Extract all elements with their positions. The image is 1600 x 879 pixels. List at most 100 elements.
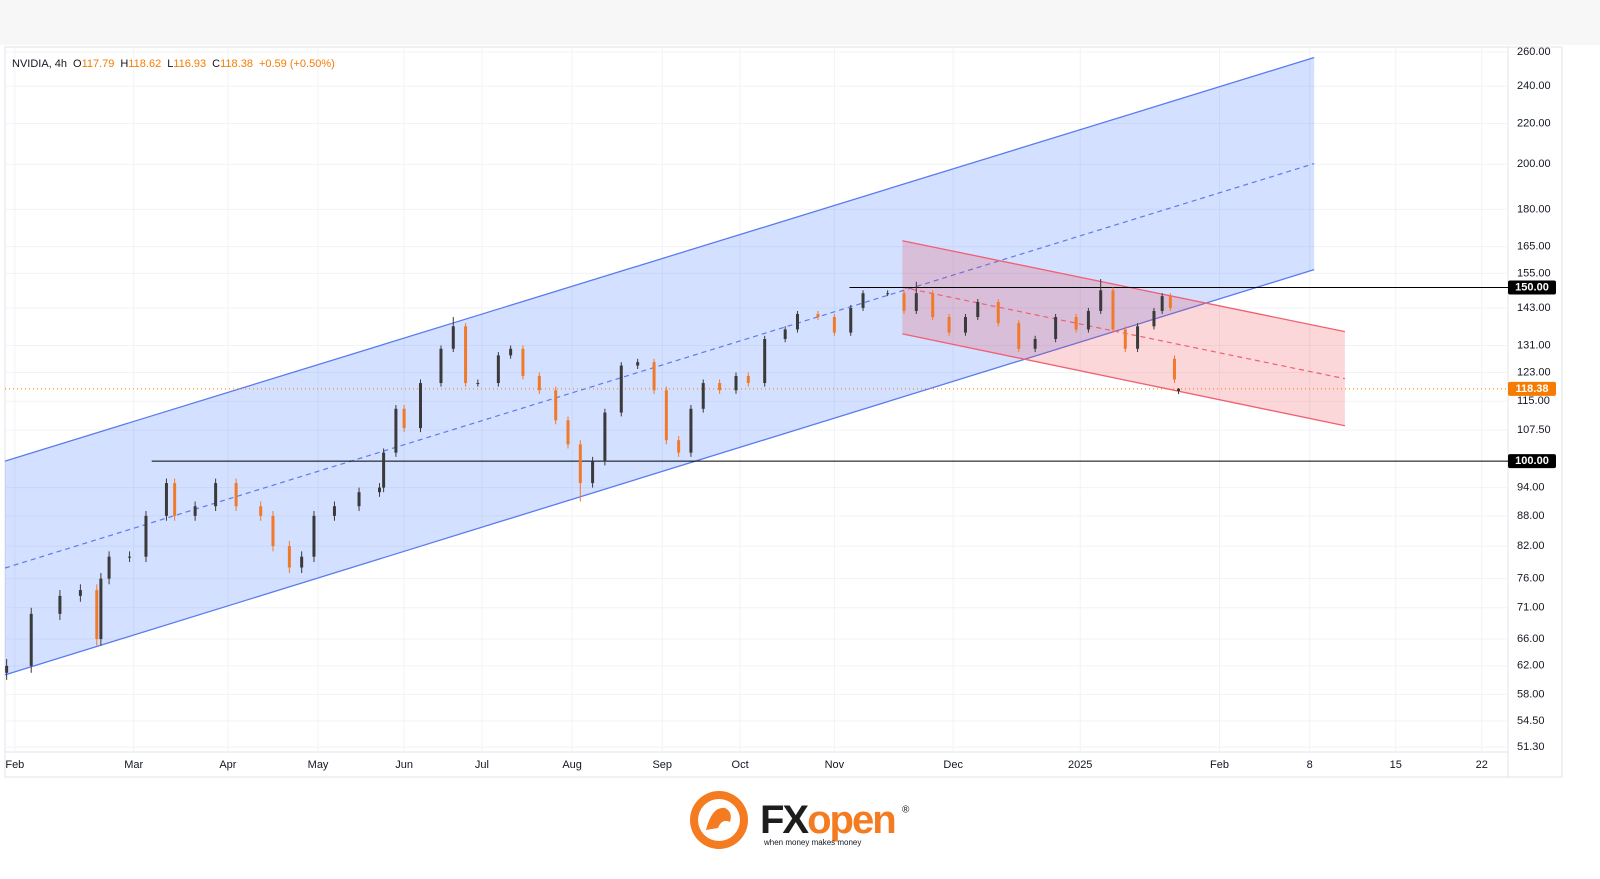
candle-body bbox=[144, 515, 148, 557]
candle-body bbox=[701, 383, 705, 409]
candle-body bbox=[418, 383, 422, 429]
candle-body bbox=[1177, 388, 1181, 391]
candle-body bbox=[394, 408, 398, 453]
y-tick-label: 115.00 bbox=[1517, 395, 1550, 407]
y-tick-label: 143.00 bbox=[1517, 302, 1551, 314]
chart-frame bbox=[4, 46, 1563, 778]
y-tick-label: 200.00 bbox=[1517, 158, 1551, 170]
x-tick-label: Feb bbox=[1210, 759, 1229, 771]
candle-body bbox=[746, 375, 750, 384]
price-label: 118.38 bbox=[1515, 383, 1548, 395]
y-tick-label: 66.00 bbox=[1517, 633, 1545, 645]
y-tick-label: 180.00 bbox=[1517, 203, 1551, 215]
x-tick-label: May bbox=[308, 759, 329, 771]
candle-body bbox=[1160, 296, 1164, 311]
x-tick-label: 2025 bbox=[1068, 759, 1092, 771]
candle-body bbox=[259, 506, 263, 516]
candle-body bbox=[734, 375, 738, 391]
candle-body bbox=[496, 355, 500, 384]
y-tick-label: 76.00 bbox=[1517, 573, 1545, 585]
candle-body bbox=[537, 375, 541, 391]
candle-body bbox=[886, 293, 890, 295]
candle-body bbox=[1086, 310, 1090, 330]
candle-body bbox=[382, 452, 386, 488]
y-tick-label: 54.50 bbox=[1517, 715, 1545, 727]
y-tick-label: 220.00 bbox=[1517, 117, 1551, 129]
x-tick-label: Jun bbox=[395, 759, 413, 771]
x-tick-label: Oct bbox=[732, 759, 749, 771]
change: +0.59 (+0.50%) bbox=[259, 58, 335, 70]
ohlc-value: 118.62 bbox=[128, 58, 161, 70]
ohlc-value: 116.93 bbox=[173, 58, 206, 70]
legend: NVIDIA, 4h O117.79 H118.62 L116.93 C118.38 +0… bbox=[12, 58, 335, 70]
candle-body bbox=[509, 348, 513, 356]
x-tick-label: Dec bbox=[943, 759, 963, 771]
price-label: 100.00 bbox=[1515, 455, 1549, 467]
candle-body bbox=[914, 293, 918, 311]
candle-body bbox=[107, 556, 111, 579]
price-label-box bbox=[1508, 381, 1556, 396]
y-tick-label: 62.00 bbox=[1517, 660, 1545, 672]
candle-body bbox=[603, 412, 607, 462]
candle-body bbox=[1054, 317, 1058, 339]
candle-body bbox=[95, 590, 99, 640]
channel-line bbox=[902, 333, 1346, 427]
candle-body bbox=[164, 483, 168, 516]
candle-body bbox=[271, 515, 275, 547]
channel-midline bbox=[4, 162, 1315, 569]
candle-body bbox=[849, 307, 853, 333]
candle-body bbox=[193, 506, 197, 516]
candle-body bbox=[832, 317, 836, 333]
candle-body bbox=[1074, 317, 1078, 330]
candle-body bbox=[300, 556, 304, 568]
candle-body bbox=[578, 444, 582, 484]
candle-body bbox=[783, 329, 787, 339]
candle-body bbox=[476, 383, 480, 385]
candle-body bbox=[677, 440, 681, 453]
candle-body bbox=[795, 313, 799, 330]
candle-body bbox=[554, 390, 558, 421]
y-tick-label: 107.50 bbox=[1517, 424, 1551, 436]
price-label: 150.00 bbox=[1515, 281, 1549, 293]
candle-body bbox=[1152, 310, 1156, 327]
brand-suffix: open bbox=[807, 798, 895, 842]
candle-body bbox=[5, 665, 9, 673]
brand-prefix: FX bbox=[760, 798, 809, 842]
candle-body bbox=[464, 326, 468, 384]
candle-body bbox=[378, 487, 382, 493]
x-tick-label: 15 bbox=[1390, 759, 1402, 771]
candle-body bbox=[1099, 290, 1103, 311]
ohlc-value: 117.79 bbox=[82, 58, 115, 70]
candle-body bbox=[521, 348, 525, 376]
channel-line bbox=[4, 268, 1315, 676]
plot bbox=[4, 56, 1508, 680]
axes: 51.30 54.50 58.00 62.00 66.00 71.00 76.00 82.00… bbox=[5, 46, 1556, 771]
candle-body bbox=[312, 515, 316, 557]
candle-body bbox=[947, 317, 951, 333]
channel-line bbox=[902, 240, 1346, 333]
candle-body bbox=[963, 317, 967, 333]
y-tick-label: 71.00 bbox=[1517, 602, 1545, 614]
candle-body bbox=[689, 408, 693, 453]
y-tick-label: 123.00 bbox=[1517, 366, 1551, 378]
candle-body bbox=[652, 362, 656, 391]
y-tick-label: 51.30 bbox=[1517, 741, 1545, 753]
price-label-box bbox=[1508, 454, 1556, 469]
ohlc-label: O bbox=[73, 58, 82, 70]
candle-body bbox=[664, 390, 668, 441]
x-tick-label: 22 bbox=[1476, 759, 1488, 771]
candle-body bbox=[357, 492, 361, 507]
price-label-box bbox=[1508, 280, 1556, 295]
candle-body bbox=[58, 595, 62, 614]
candle-body bbox=[591, 461, 595, 484]
x-tick-label: Aug bbox=[562, 759, 582, 771]
candle-body bbox=[931, 293, 935, 318]
candle-body bbox=[402, 408, 406, 429]
y-tick-label: 94.00 bbox=[1517, 482, 1545, 494]
ohlc-value: 118.38 bbox=[220, 58, 253, 70]
candle-body bbox=[451, 326, 455, 349]
candle-body bbox=[128, 556, 132, 558]
y-tick-label: 240.00 bbox=[1517, 80, 1551, 92]
x-tick-label: Feb bbox=[5, 759, 24, 771]
